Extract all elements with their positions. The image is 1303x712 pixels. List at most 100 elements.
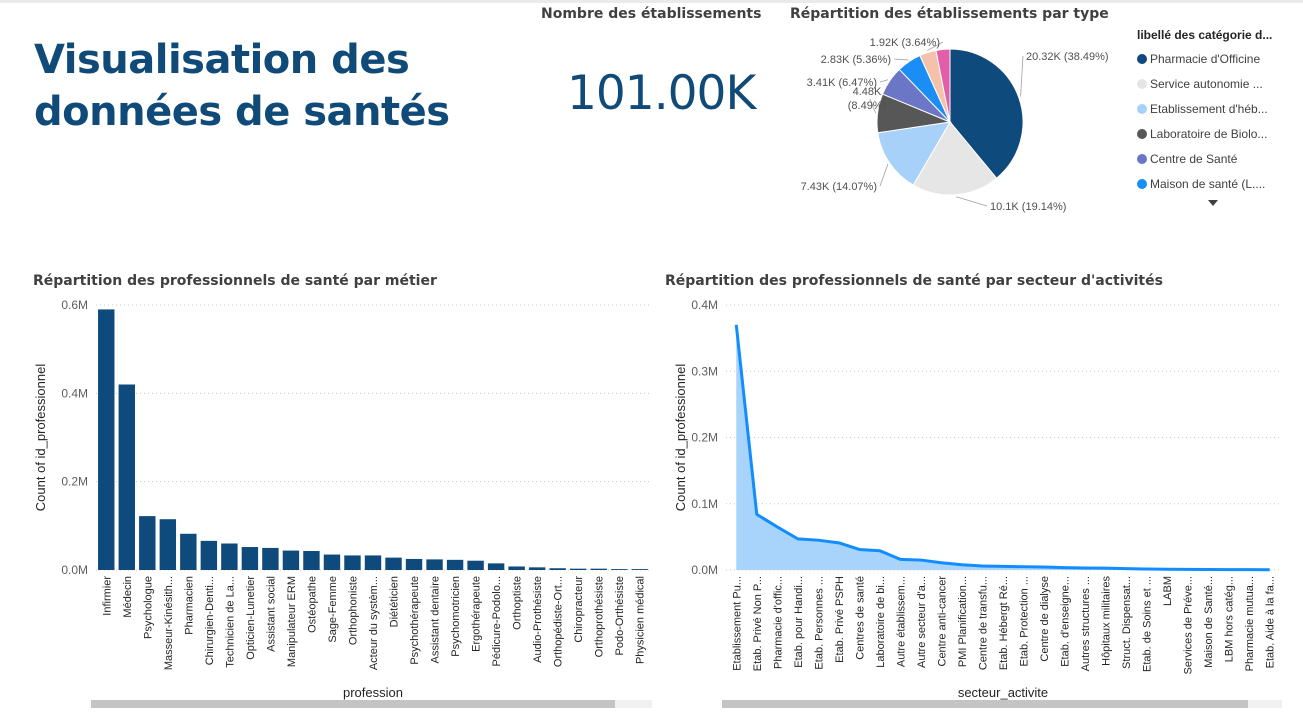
y-tick-label: 0.2M <box>61 475 88 489</box>
legend-label: Centre de Santé <box>1150 151 1238 166</box>
pie-chart-title: Répartition des établissements par type <box>790 6 1109 22</box>
x-tick-label: Etablissement Pu... <box>731 576 743 671</box>
x-tick-label: Psychologue <box>142 576 154 639</box>
x-tick-label: Acteur du systèm... <box>368 576 380 670</box>
y-tick-label: 0.4M <box>61 386 88 400</box>
pie-label-leader <box>1020 55 1024 97</box>
x-tick-label: Autre secteur d'a... <box>916 576 928 668</box>
bar[interactable] <box>508 566 525 570</box>
legend-item[interactable]: Maison de santé (L.... <box>1137 171 1297 196</box>
bar[interactable] <box>611 569 628 570</box>
bar[interactable] <box>467 560 484 570</box>
bar[interactable] <box>385 557 402 570</box>
bar[interactable] <box>487 563 505 570</box>
bar[interactable] <box>221 543 238 571</box>
x-tick-label: Centres de santé <box>854 576 866 660</box>
bar[interactable] <box>262 547 279 570</box>
pie-label-leader <box>879 79 889 83</box>
pie-slice[interactable] <box>877 121 951 186</box>
x-tick-label: Centre de dialyse <box>1039 576 1051 662</box>
y-tick-label: 0.4M <box>691 298 718 312</box>
pie-data-label: 2.83K (5.36%) <box>821 54 891 66</box>
bar[interactable] <box>446 559 464 570</box>
bar[interactable] <box>426 559 443 570</box>
legend-color-dot-icon <box>1137 53 1147 64</box>
legend-scroll-down-icon[interactable] <box>1208 200 1218 206</box>
legend-item[interactable]: Centre de Santé <box>1137 146 1297 171</box>
pie-legend[interactable]: libellé des catégorie d... Pharmacie d'O… <box>1137 24 1297 206</box>
x-tick-label: Etab. de Soins et ... <box>1142 576 1154 672</box>
pie-label-leader <box>893 58 908 61</box>
pie-chart[interactable]: 20.32K (38.49%) 10.1K (19.14%) 7.43K (14.0… <box>790 24 1140 224</box>
area-chart-scroll-thumb[interactable] <box>722 700 1248 708</box>
bar[interactable] <box>282 550 300 570</box>
x-tick-label: Etab. Privé Non P... <box>752 576 764 671</box>
bar[interactable] <box>549 568 566 570</box>
legend-item[interactable]: Etablissement d'héb... <box>1137 96 1297 121</box>
x-tick-label: Chirurgien-Denti... <box>204 576 216 665</box>
legend-item[interactable]: Pharmacie d'Officine <box>1137 46 1297 71</box>
bar[interactable] <box>590 568 607 570</box>
x-tick-label: Podo-Orthésiste <box>614 576 626 655</box>
bar-chart-scrollbar[interactable] <box>91 700 652 708</box>
x-tick-label: Audio-Prothésiste <box>532 576 544 663</box>
x-tick-label: Maison de Santé... <box>1203 576 1215 668</box>
x-tick-label: Infirmier <box>101 576 113 616</box>
bar[interactable] <box>569 568 587 570</box>
legend-label: Etablissement d'héb... <box>1150 101 1268 116</box>
x-tick-label: Ergothérapeute <box>471 576 483 652</box>
x-tick-label: Etab. d'enseigne... <box>1060 576 1072 667</box>
x-tick-label: Masseur-Kinésith... <box>163 576 175 670</box>
x-tick-label: Laboratoire de bi... <box>875 576 887 668</box>
bar[interactable] <box>631 569 648 570</box>
x-tick-label: Psychothérapeute <box>409 576 421 665</box>
bar-chart-scroll-thumb[interactable] <box>91 700 615 708</box>
bar[interactable] <box>139 516 156 570</box>
x-tick-label: Centre anti-cancer <box>936 576 948 667</box>
bar[interactable] <box>159 519 177 570</box>
legend-title: libellé des catégorie d... <box>1137 28 1273 42</box>
pie-slice[interactable] <box>935 48 951 123</box>
x-tick-label: Autres structures ... <box>1080 576 1092 671</box>
bar[interactable] <box>344 555 361 570</box>
bar-chart[interactable]: 0.0M 0.2M 0.4M 0.6M Count of id_professionne… <box>20 290 660 705</box>
page-title-line1: Visualisation des <box>34 37 410 83</box>
x-tick-label: Etab. Personnes ... <box>813 576 825 670</box>
y-tick-label: 0.6M <box>61 298 88 312</box>
x-tick-label: Manipulateur ERM <box>286 576 298 667</box>
bar[interactable] <box>303 551 320 570</box>
area-fill <box>736 324 1270 570</box>
legend-item[interactable]: Service autonomie ... <box>1137 71 1297 96</box>
x-tick-label: Assistant dentaire <box>430 576 442 663</box>
legend-item[interactable]: Laboratoire de Biolo... <box>1137 121 1297 146</box>
bar-chart-title: Répartition des professionnels de santé … <box>33 273 437 289</box>
bar[interactable] <box>118 384 135 571</box>
bar[interactable] <box>323 554 341 570</box>
x-tick-label: Diététicien <box>389 576 401 627</box>
bar[interactable] <box>180 533 197 570</box>
x-tick-label: PMI Planification... <box>957 576 969 667</box>
pie-slice[interactable] <box>912 121 998 196</box>
x-tick-label: Physicien médical <box>635 576 647 664</box>
x-tick-label: Struct. Dispensat... <box>1121 576 1133 669</box>
x-tick-label: Orthoptiste <box>512 576 524 630</box>
pie-slice[interactable] <box>949 48 1024 179</box>
area-line[interactable] <box>734 324 1270 572</box>
bar[interactable] <box>528 567 546 570</box>
legend-label: Pharmacie d'Officine <box>1150 51 1261 66</box>
bar[interactable] <box>200 540 218 570</box>
bar[interactable] <box>364 555 382 570</box>
pie-data-label: 10.1K (19.14%) <box>990 201 1066 213</box>
x-tick-label: Opticien-Lunetier <box>245 576 257 660</box>
legend-color-dot-icon <box>1137 128 1147 139</box>
x-tick-label: Centre de transfu... <box>977 576 989 670</box>
area-chart-scrollbar[interactable] <box>722 700 1282 708</box>
area-chart[interactable]: 0.0M 0.1M 0.2M 0.3M 0.4M Count of id_professi… <box>660 290 1290 705</box>
legend-label: Maison de santé (L.... <box>1150 176 1266 191</box>
bar[interactable] <box>241 547 259 570</box>
bar[interactable] <box>98 309 115 570</box>
x-tick-label: Services de Préve... <box>1183 576 1195 674</box>
bar[interactable] <box>405 558 423 570</box>
pie-label-leader <box>926 41 944 51</box>
pie-data-label: 4.48K <box>853 86 882 98</box>
